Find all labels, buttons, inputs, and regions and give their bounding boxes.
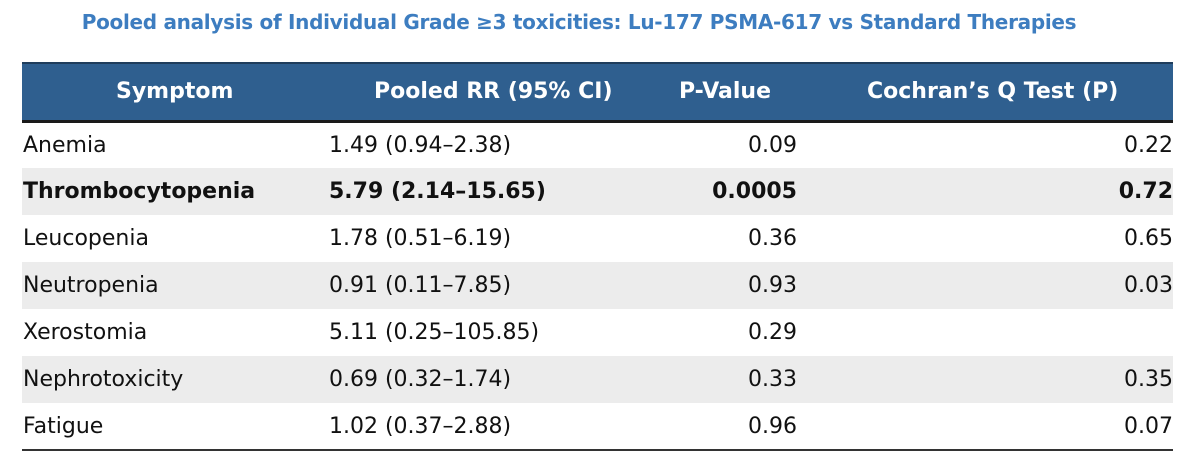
cell-cochran-q: 0.65 — [1124, 226, 1173, 251]
header-pooled-rr: Pooled RR (95% CI) — [329, 62, 613, 123]
cell-symptom: Nephrotoxicity — [23, 367, 184, 392]
cell-pooled-rr: 5.11 (0.25–105.85) — [329, 320, 540, 345]
cell-cochran-q: 0.07 — [1124, 413, 1173, 439]
header-symptom: Symptom — [22, 62, 329, 123]
cell-p-value: 0.36 — [748, 226, 797, 251]
header-p-value: P-Value — [599, 62, 797, 123]
cell-pooled-rr: 1.78 (0.51–6.19) — [329, 226, 512, 251]
cell-symptom: Anemia — [23, 132, 107, 158]
table-row: Neutropenia 0.91 (0.11–7.85) 0.93 0.03 — [22, 262, 1173, 309]
cell-symptom: Xerostomia — [23, 320, 148, 345]
cell-p-value: 0.93 — [748, 273, 797, 298]
cell-pooled-rr: 5.79 (2.14–15.65) — [329, 179, 546, 204]
cell-p-value: 0.0005 — [712, 179, 797, 204]
header-cochran-q: Cochran’s Q Test (P) — [797, 62, 1173, 123]
cell-pooled-rr: 0.69 (0.32–1.74) — [329, 367, 512, 392]
cell-pooled-rr: 1.49 (0.94–2.38) — [329, 132, 512, 158]
table-row-highlighted: Thrombocytopenia 5.79 (2.14–15.65) 0.000… — [22, 168, 1173, 215]
cell-symptom: Thrombocytopenia — [23, 179, 256, 204]
table-row: Nephrotoxicity 0.69 (0.32–1.74) 0.33 0.3… — [22, 356, 1173, 403]
cell-cochran-q: 0.03 — [1124, 273, 1173, 298]
cell-cochran-q: 0.35 — [1124, 367, 1173, 392]
table-row: Fatigue 1.02 (0.37–2.88) 0.96 0.07 — [22, 403, 1173, 450]
cell-pooled-rr: 1.02 (0.37–2.88) — [329, 413, 512, 439]
table-row: Anemia 1.49 (0.94–2.38) 0.09 0.22 — [22, 121, 1173, 168]
table-title: Pooled analysis of Individual Grade ≥3 t… — [81, 10, 1077, 34]
cell-symptom: Leucopenia — [23, 226, 149, 251]
cell-p-value: 0.29 — [748, 320, 797, 345]
cell-p-value: 0.09 — [748, 132, 797, 158]
cell-cochran-q: 0.72 — [1118, 179, 1173, 204]
cell-cochran-q — [797, 309, 1173, 356]
cell-pooled-rr: 0.91 (0.11–7.85) — [329, 273, 512, 298]
cell-symptom: Neutropenia — [23, 273, 159, 298]
cell-symptom: Fatigue — [23, 413, 104, 439]
table-row: Xerostomia 5.11 (0.25–105.85) 0.29 — [22, 309, 1173, 356]
cell-p-value: 0.96 — [748, 413, 797, 439]
cell-p-value: 0.33 — [748, 367, 797, 392]
table-header-row: Symptom Pooled RR (95% CI) P-Value Cochr… — [22, 62, 1173, 123]
table-row: Leucopenia 1.78 (0.51–6.19) 0.36 0.65 — [22, 215, 1173, 262]
toxicity-table: Symptom Pooled RR (95% CI) P-Value Cochr… — [22, 62, 1173, 451]
cell-cochran-q: 0.22 — [1124, 132, 1173, 158]
